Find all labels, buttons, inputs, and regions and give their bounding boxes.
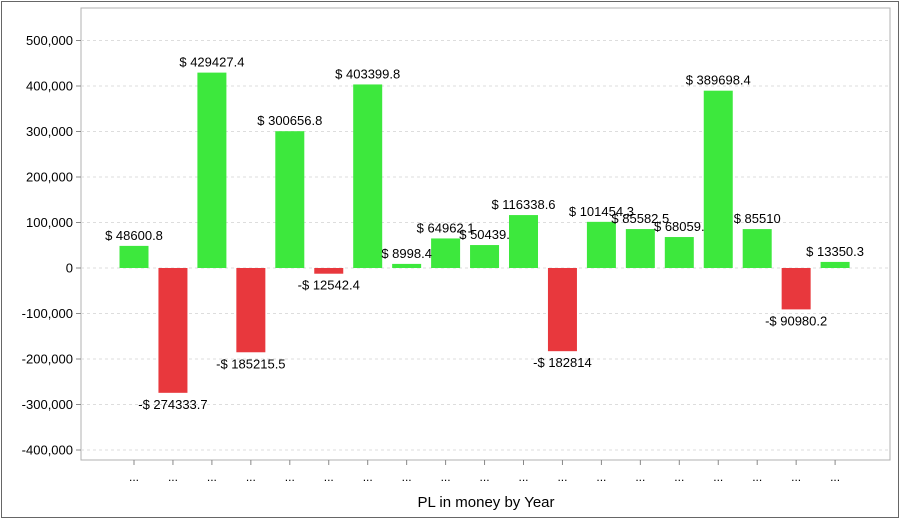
x-axis-ticks: ........................................… (129, 460, 840, 484)
x-tick-label: ... (363, 470, 373, 484)
bar (742, 229, 772, 268)
y-tick-label: -400,000 (22, 443, 73, 458)
data-label: $ 50439. (459, 227, 510, 242)
data-label: -$ 274333.7 (138, 397, 207, 412)
x-tick-label: ... (635, 470, 645, 484)
bar (703, 90, 733, 268)
bar (236, 268, 266, 353)
bar (197, 72, 227, 268)
x-tick-label: ... (441, 470, 451, 484)
x-tick-label: ... (480, 470, 490, 484)
y-tick-label: -200,000 (22, 352, 73, 367)
y-tick-label: -300,000 (22, 397, 73, 412)
data-label: -$ 182814 (533, 355, 592, 370)
y-tick-label: 0 (66, 261, 73, 276)
x-tick-label: ... (557, 470, 567, 484)
y-tick-label: 400,000 (26, 79, 73, 94)
data-label: $ 85510 (734, 211, 781, 226)
x-tick-label: ... (402, 470, 412, 484)
x-tick-label: ... (324, 470, 334, 484)
data-label: $ 101454.3 (569, 204, 634, 219)
y-tick-label: 300,000 (26, 124, 73, 139)
data-label: $ 13350.3 (806, 244, 864, 259)
x-tick-label: ... (207, 470, 217, 484)
bar (314, 268, 344, 274)
data-label: $ 429427.4 (179, 55, 244, 70)
y-tick-label: 500,000 (26, 33, 73, 48)
y-tick-label: 100,000 (26, 215, 73, 230)
data-label: $ 85582.5 (611, 211, 669, 226)
x-tick-label: ... (129, 470, 139, 484)
bar (664, 237, 694, 268)
bar (586, 221, 616, 268)
data-label: -$ 90980.2 (765, 313, 827, 328)
bar (119, 245, 149, 268)
data-label: $ 116338.6 (491, 197, 555, 212)
bar (509, 215, 538, 268)
bar (820, 261, 850, 268)
bar (353, 84, 383, 268)
data-label: $ 8998.4 (381, 246, 432, 261)
bar (625, 229, 655, 268)
x-tick-label: ... (791, 470, 801, 484)
x-tick-label: ... (246, 470, 256, 484)
bar (431, 238, 461, 268)
data-label: $ 300656.8 (257, 113, 322, 128)
y-axis-ticks: 500,000 400,000 300,000 200,000 100,000 0 -100… (22, 33, 81, 458)
x-tick-label: ... (713, 470, 723, 484)
data-label: $ 64962.1 (417, 220, 475, 235)
y-tick-label: -100,000 (22, 306, 73, 321)
x-tick-label: ... (752, 470, 762, 484)
plot-area (80, 7, 891, 461)
x-tick-label: ... (674, 470, 684, 484)
bars (119, 72, 850, 393)
data-label: -$ 12542.4 (298, 278, 360, 293)
data-label: -$ 185215.5 (216, 356, 285, 371)
x-tick-label: ... (830, 470, 840, 484)
bar (275, 131, 305, 268)
data-label: $ 48600.8 (105, 228, 163, 243)
y-tick-label: 200,000 (26, 170, 73, 185)
bar (392, 263, 422, 268)
data-label: $ 68059. (654, 219, 705, 234)
x-tick-label: ... (596, 470, 606, 484)
bar (547, 268, 577, 352)
data-label: $ 403399.8 (335, 66, 400, 81)
x-tick-label: ... (168, 470, 178, 484)
data-labels: $ 48600.8 -$ 274333.7 $ 429427.4 -$ 185215.… (105, 55, 864, 412)
bar (158, 268, 188, 393)
x-tick-label: ... (285, 470, 295, 484)
bar (781, 268, 811, 310)
x-tick-label: ... (518, 470, 528, 484)
data-label: $ 389698.4 (686, 73, 751, 88)
x-axis-title: PL in money by Year (417, 494, 554, 511)
bar (470, 245, 500, 268)
